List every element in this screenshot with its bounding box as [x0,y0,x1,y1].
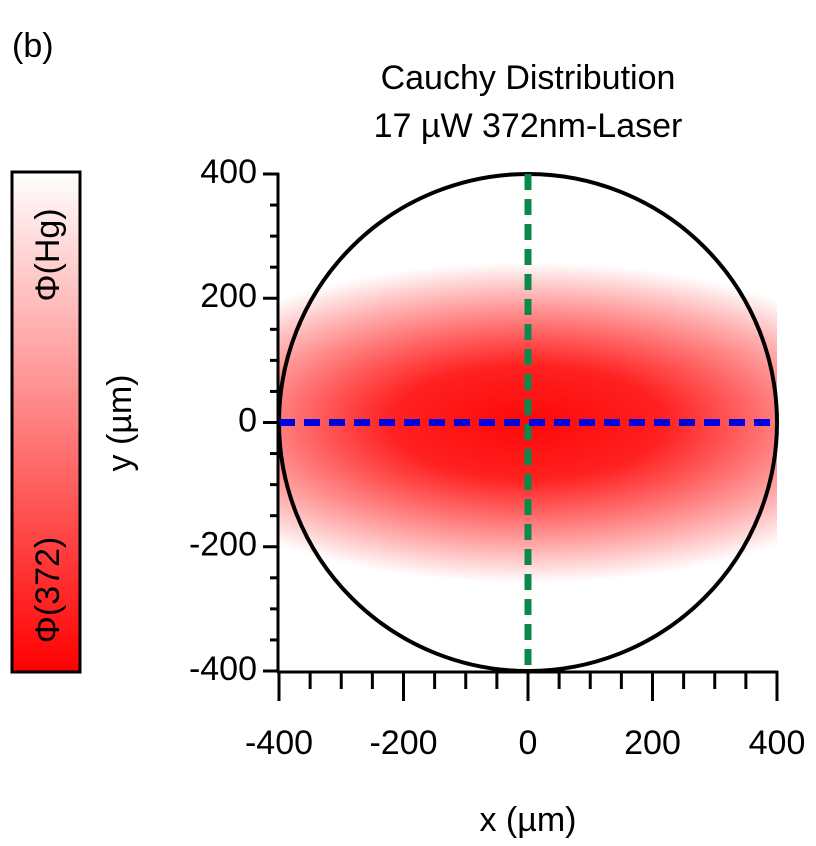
x-axis-label: x (µm) [479,801,576,839]
x-tick-label: -200 [369,724,437,762]
y-tick-label: 0 [238,401,257,439]
colorbar-bottom-label: Φ(372) [29,537,67,644]
colorbar [10,170,82,674]
y-tick-label: -200 [189,526,257,564]
chart-subtitle: 17 µW 372nm-Laser [374,107,683,145]
y-tick-label: -400 [189,650,257,688]
x-tick-label: 0 [519,724,538,762]
y-tick-label: 400 [200,153,257,191]
y-axis-label: y (µm) [101,374,139,471]
colorbar-top-label: Φ(Hg) [29,208,67,301]
x-tick-label: 400 [749,724,806,762]
y-tick-label: 200 [200,277,257,315]
x-tick-label: -400 [245,724,313,762]
chart-title: Cauchy Distribution [381,59,676,97]
x-tick-label: 200 [624,724,681,762]
panel-label: (b) [12,27,54,65]
